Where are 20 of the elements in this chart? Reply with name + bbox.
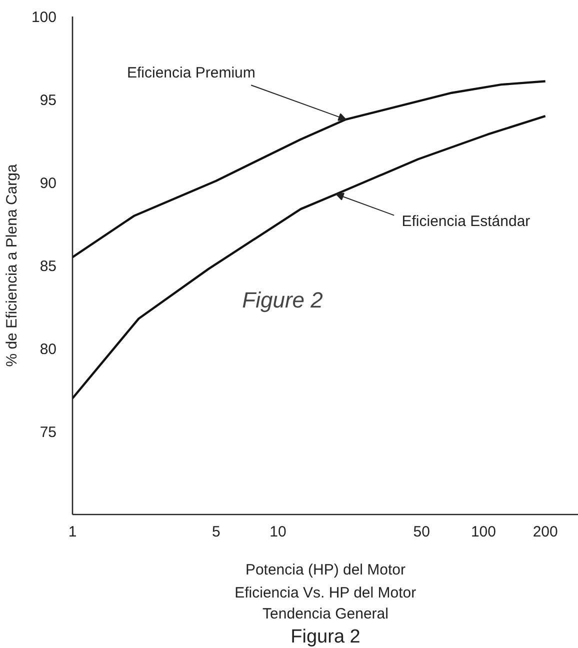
y-tick-label: 95 — [40, 92, 57, 109]
x-tick-label: 100 — [470, 524, 496, 540]
x-tick-label: 50 — [413, 524, 430, 540]
text: Figura 2 — [290, 626, 360, 648]
x-axis-title: Potencia (HP) del Motor — [245, 562, 406, 578]
x-tick-label: 200 — [532, 524, 558, 540]
y-tick-label: 85 — [40, 258, 57, 275]
text: Eficiencia Vs. HP del Motor — [234, 584, 416, 602]
x-tick-label: 1 — [68, 524, 77, 540]
y-axis-title: % de Eficiencia a Plena Carga — [3, 164, 20, 367]
x-tick-label: 5 — [212, 524, 220, 540]
y-tick-label: 80 — [40, 341, 57, 358]
text: Tendencia General — [262, 606, 388, 622]
annotation: Figure 2 — [242, 287, 323, 312]
x-tick-label: 10 — [270, 524, 286, 540]
annotation: Eficiencia Premium — [127, 64, 256, 82]
y-tick-label: 75 — [40, 424, 57, 441]
annotation: Eficiencia Estándar — [402, 212, 530, 230]
y-tick-label: 90 — [40, 175, 57, 192]
y-tick-label: 100 — [31, 9, 57, 26]
